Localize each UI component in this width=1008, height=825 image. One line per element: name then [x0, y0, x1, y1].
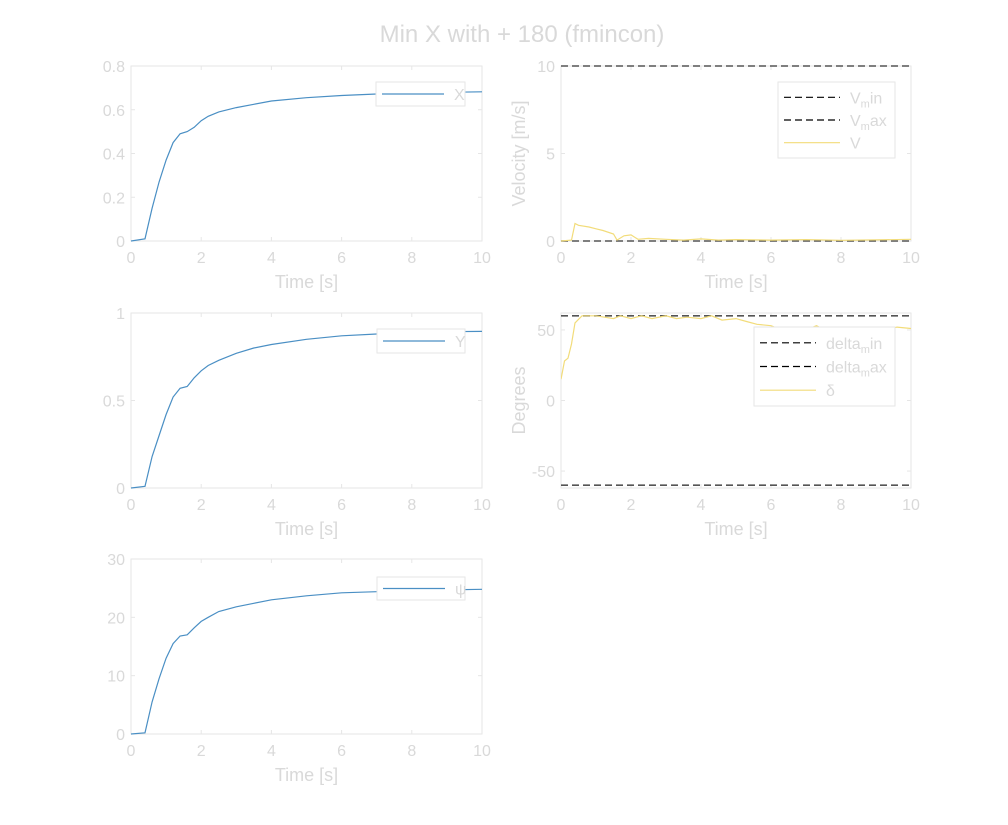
plot-frame — [130, 558, 483, 735]
legend-entry: Vmin — [850, 90, 882, 110]
x-tick-label: 6 — [767, 497, 776, 514]
legend-entry-subscript: m — [861, 368, 870, 380]
x-tick-label: 4 — [267, 497, 276, 514]
series-line-velocity-2 — [561, 222, 911, 242]
legend-entry-name: V — [850, 136, 861, 153]
x-axis-label: Time [s] — [704, 272, 767, 292]
legend-entry-subscript: m — [861, 98, 870, 110]
series-line-y-0 — [131, 330, 482, 489]
y-tick-label: 0 — [116, 727, 125, 744]
y-tick-label: 0.5 — [103, 394, 125, 411]
x-tick-label: 8 — [407, 743, 416, 760]
y-tick-label: 10 — [537, 59, 555, 76]
x-tick-label: 10 — [902, 250, 920, 267]
x-axis-label: Time [s] — [275, 765, 338, 785]
x-axis-label: Time [s] — [275, 272, 338, 292]
chart-panel-psi: 0 2 4 6 8 10 0 10 20 30 Time [s] ψ — [107, 552, 491, 785]
legend-entry: deltamax — [826, 360, 887, 380]
chart-panel-y: 0 2 4 6 8 10 0 0.5 1 Time [s] Y — [103, 306, 491, 539]
y-tick-label: 0.8 — [103, 59, 125, 76]
legend-entry-subscript: m — [861, 344, 870, 356]
y-tick-label: 0 — [116, 234, 125, 251]
figure-title: Min X with + 180 (fmincon) — [380, 21, 665, 48]
legend-entry-name: δ — [826, 383, 835, 400]
x-tick-label: 2 — [197, 250, 206, 267]
x-tick-label: 8 — [407, 497, 416, 514]
legend-entry-name: ψ — [455, 582, 466, 599]
legend-entry-name: delta — [826, 360, 861, 377]
legend-entry: V — [850, 136, 861, 153]
x-tick-label: 10 — [473, 743, 491, 760]
x-tick-label: 10 — [473, 497, 491, 514]
y-tick-label: 1 — [116, 306, 125, 323]
x-tick-label: 4 — [697, 250, 706, 267]
x-tick-label: 0 — [127, 250, 136, 267]
y-tick-label: 0 — [546, 234, 555, 251]
x-tick-label: 2 — [627, 250, 636, 267]
x-tick-label: 0 — [557, 497, 566, 514]
legend-entry-subscript: m — [861, 121, 870, 133]
legend-entry-name: Y — [455, 334, 466, 351]
legend-entry-suffix: ax — [870, 113, 887, 130]
y-axis-label: Velocity [m/s] — [509, 100, 529, 206]
x-tick-label: 2 — [197, 743, 206, 760]
x-tick-label: 6 — [337, 250, 346, 267]
y-tick-label: 5 — [546, 147, 555, 164]
x-tick-label: 0 — [127, 497, 136, 514]
y-tick-label: 0 — [116, 481, 125, 498]
x-tick-label: 10 — [902, 497, 920, 514]
x-tick-label: 2 — [627, 497, 636, 514]
x-tick-label: 4 — [697, 497, 706, 514]
legend: X — [375, 81, 466, 107]
x-tick-label: 8 — [837, 250, 846, 267]
legend-entry-name: V — [850, 113, 861, 130]
x-tick-label: 2 — [197, 497, 206, 514]
y-tick-label: -50 — [532, 464, 555, 481]
chart-panel-x: 0 2 4 6 8 10 0 0.2 0.4 0.6 0.8 Time [s] X — [103, 59, 491, 292]
x-tick-label: 0 — [127, 743, 136, 760]
x-tick-label: 4 — [267, 743, 276, 760]
legend-entry: δ — [826, 383, 835, 400]
legend-entry: Y — [455, 334, 466, 351]
series-line-x-0 — [131, 91, 482, 242]
y-tick-label: 30 — [107, 552, 125, 569]
x-tick-label: 10 — [473, 250, 491, 267]
y-tick-label: 0.4 — [103, 147, 125, 164]
legend-entry: deltamin — [826, 336, 882, 356]
y-tick-label: 50 — [537, 323, 555, 340]
x-tick-label: 4 — [267, 250, 276, 267]
x-tick-label: 6 — [337, 743, 346, 760]
x-tick-label: 6 — [767, 250, 776, 267]
legend-entry-name: X — [454, 87, 465, 104]
y-tick-label: 20 — [107, 610, 125, 627]
legend-entry: ψ — [455, 582, 466, 599]
x-tick-label: 6 — [337, 497, 346, 514]
legend: Y — [376, 328, 466, 354]
x-tick-label: 8 — [837, 497, 846, 514]
legend-entry: X — [454, 87, 465, 104]
x-axis-label: Time [s] — [704, 519, 767, 539]
x-axis-label: Time [s] — [275, 519, 338, 539]
series-line-psi-0 — [131, 588, 482, 735]
y-tick-label: 0 — [546, 394, 555, 411]
y-tick-label: 0.2 — [103, 190, 125, 207]
y-tick-label: 10 — [107, 669, 125, 686]
legend-entry-suffix: in — [870, 336, 882, 353]
y-tick-label: 0.6 — [103, 103, 125, 120]
legend-entry-suffix: ax — [870, 360, 887, 377]
y-axis-label: Degrees — [509, 366, 529, 434]
x-tick-label: 0 — [557, 250, 566, 267]
legend-entry-name: delta — [826, 336, 861, 353]
legend: ψ — [376, 576, 466, 601]
legend-entry-suffix: in — [870, 90, 882, 107]
legend-entry-name: V — [850, 90, 861, 107]
legend-entry: Vmax — [850, 113, 887, 133]
x-tick-label: 8 — [407, 250, 416, 267]
